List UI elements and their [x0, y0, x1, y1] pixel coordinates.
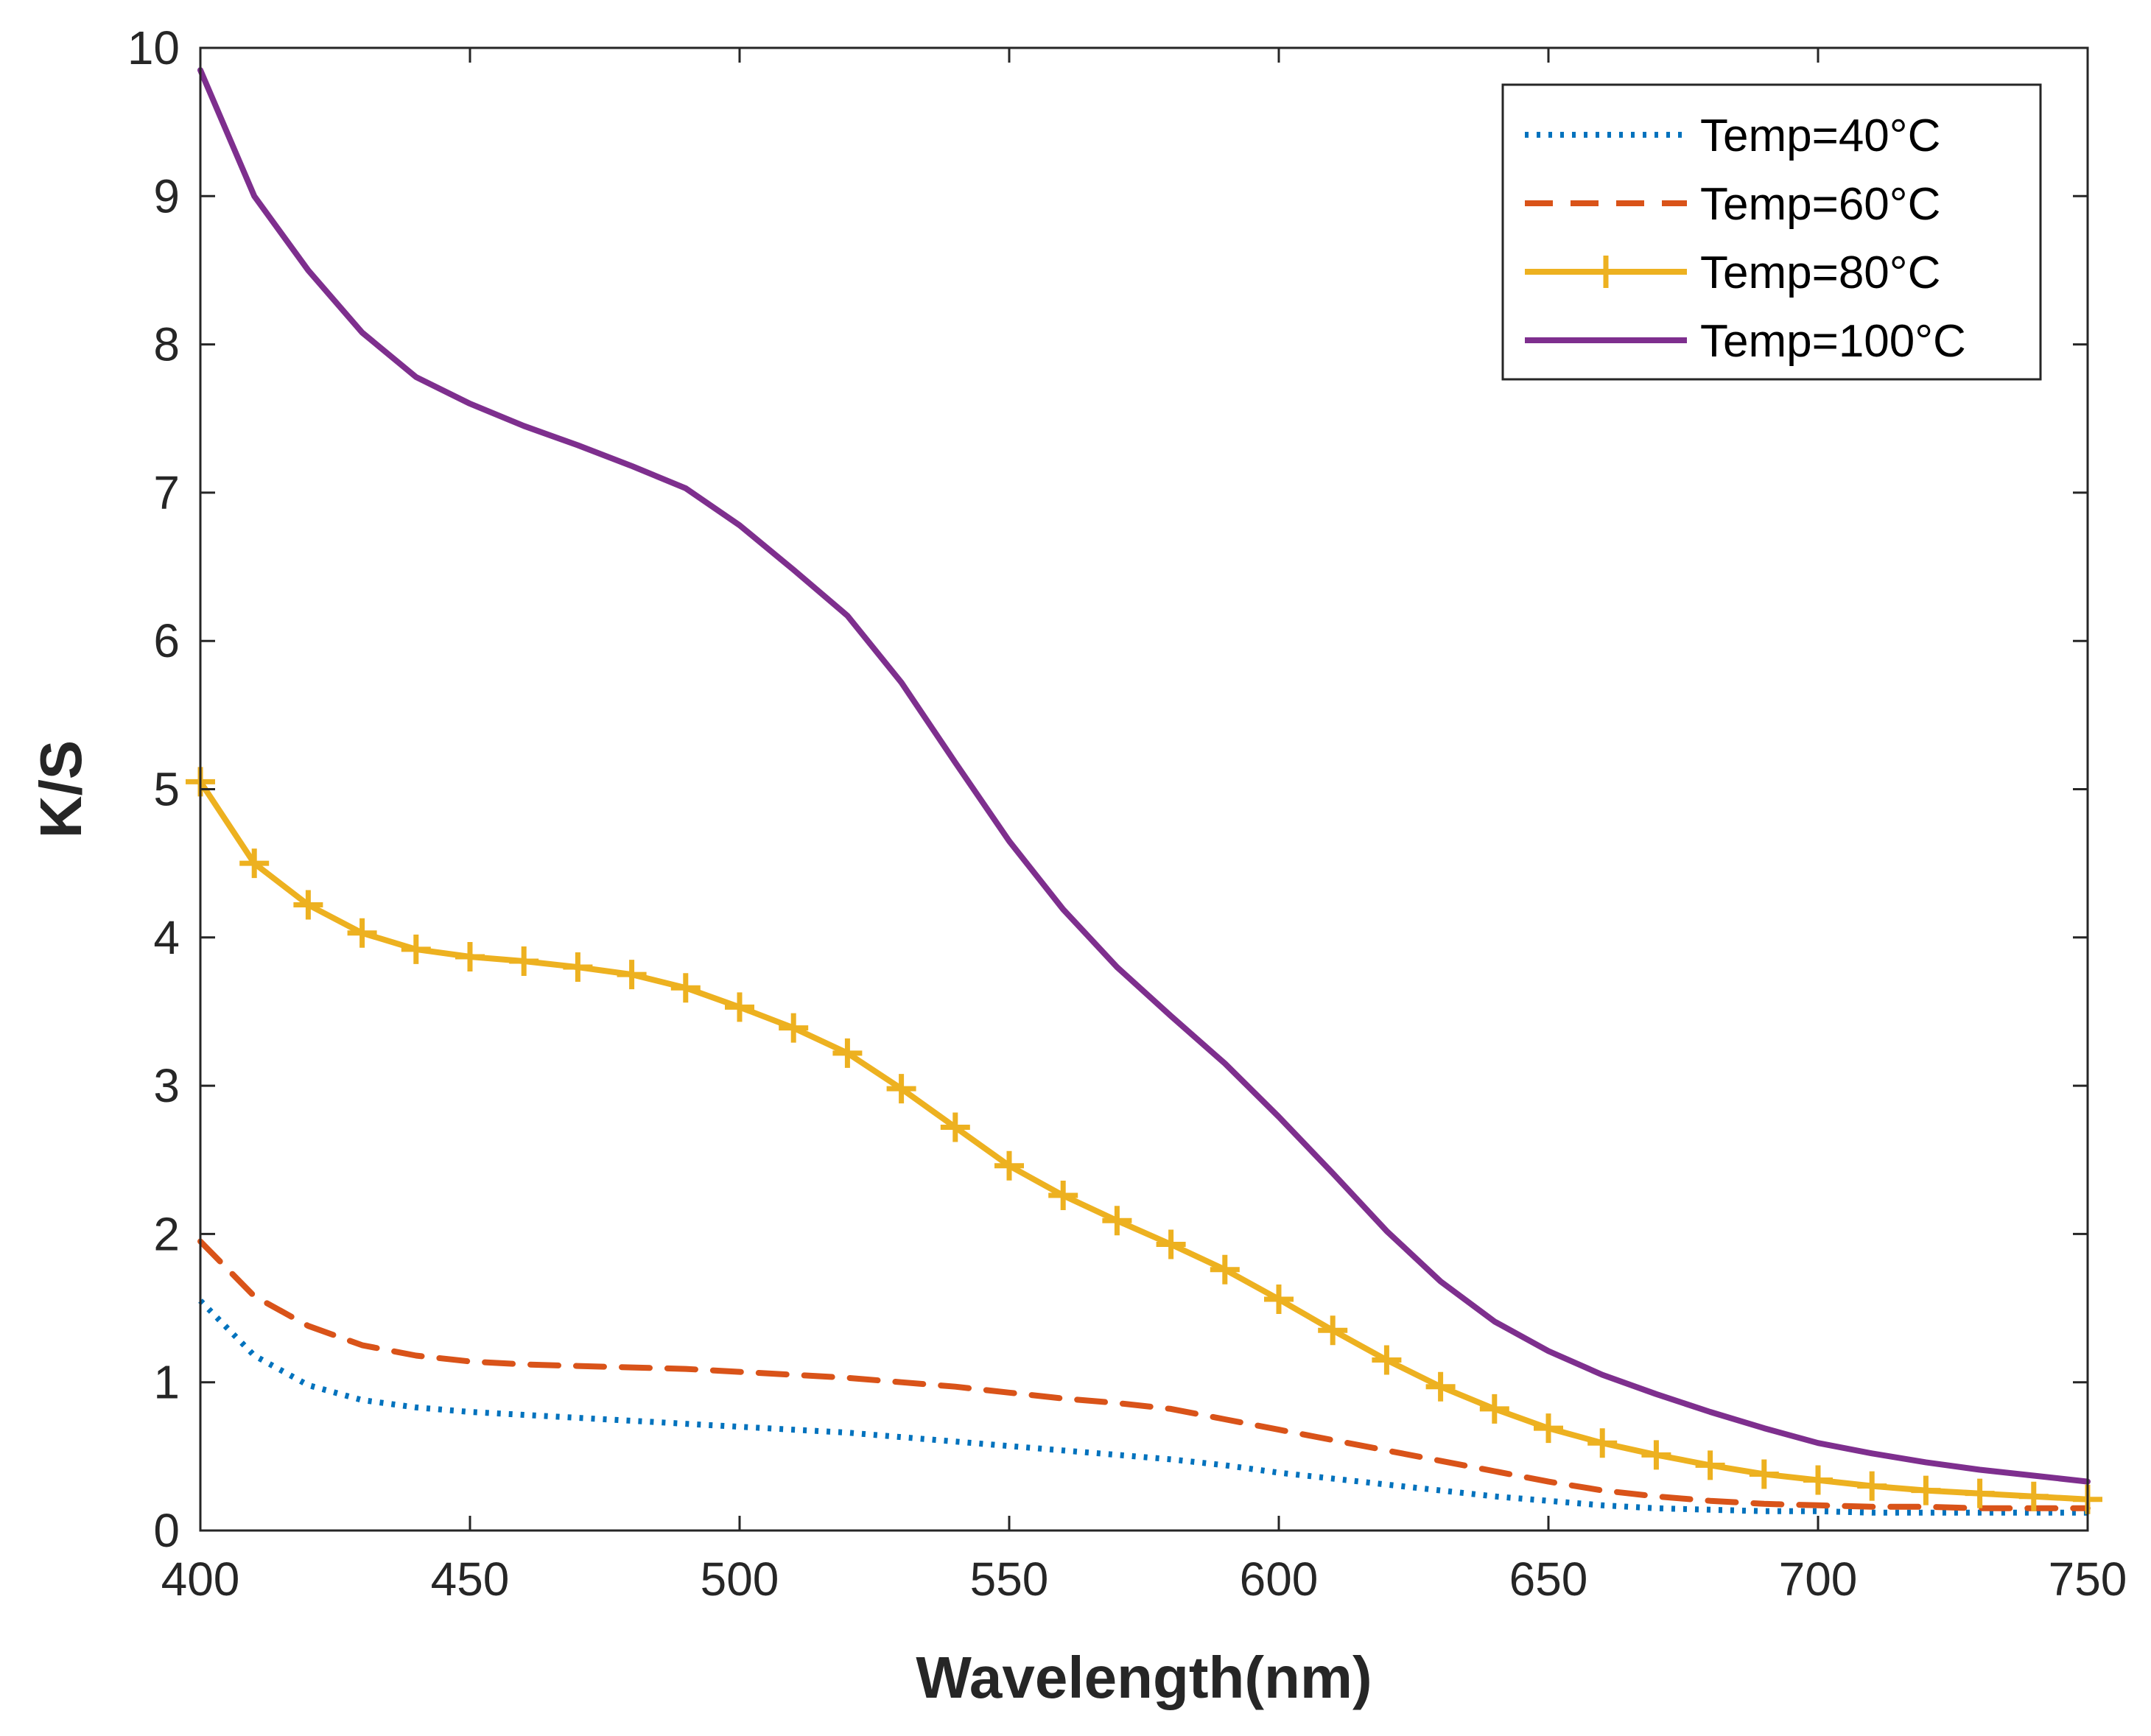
legend-entry-4: Temp=100°C [1525, 316, 1966, 367]
legend-label: Temp=40°C [1700, 110, 1940, 161]
data-point-marker [1749, 1459, 1779, 1489]
x-tick-label: 700 [1779, 1553, 1858, 1606]
legend-label: Temp=100°C [1700, 316, 1966, 367]
legend-entry-3: Temp=80°C [1525, 247, 1940, 298]
legend-entry-2: Temp=60°C [1525, 179, 1940, 230]
data-point-marker [940, 1112, 970, 1142]
data-point-marker [1641, 1440, 1671, 1470]
y-tick-label: 10 [127, 21, 180, 74]
data-point-marker [563, 952, 593, 983]
y-tick-label: 2 [153, 1207, 180, 1260]
data-point-marker [1372, 1345, 1402, 1375]
data-point-marker [617, 960, 647, 990]
x-tick-label: 450 [431, 1553, 510, 1606]
data-point-marker [1587, 1428, 1618, 1458]
y-axis-title: K/S [28, 740, 94, 838]
data-point-marker [886, 1074, 916, 1104]
data-point-marker [1156, 1229, 1186, 1259]
data-point-marker [994, 1150, 1024, 1181]
data-point-marker [832, 1038, 863, 1068]
y-tick-label: 3 [153, 1059, 180, 1112]
axes [199, 46, 2089, 1532]
data-point-marker [1695, 1450, 1725, 1480]
data-point-marker [239, 848, 270, 879]
series-layer [186, 67, 2102, 1516]
data-point-marker [1534, 1413, 1563, 1444]
y-tick-label: 9 [153, 169, 180, 222]
series-line [197, 67, 2091, 1485]
tick-labels: 400 450 500 550 600 650 700 750 0 1 2 3 4 5 6 7 8 9 10 [127, 21, 2127, 1606]
series-3 [186, 767, 2102, 1514]
series-line [198, 1299, 2088, 1516]
legend-box [1501, 83, 2042, 381]
data-point-marker [1803, 1465, 1833, 1495]
data-point-marker [1425, 1371, 1456, 1402]
data-point-marker [401, 934, 431, 964]
series-2 [197, 1238, 2091, 1511]
data-point-marker [1264, 1284, 1294, 1314]
data-point-marker [1965, 1478, 1995, 1508]
data-point-marker [1479, 1394, 1509, 1424]
data-point-marker [2018, 1481, 2049, 1511]
legend-entry-1: Temp=40°C [1525, 110, 1940, 161]
legend-marker [1590, 256, 1622, 288]
data-point-marker [670, 973, 701, 1003]
series-4 [197, 67, 2091, 1485]
y-tick-label: 6 [153, 614, 180, 667]
y-tick-label: 0 [153, 1504, 180, 1557]
data-point-marker [1048, 1181, 1078, 1211]
x-tick-label: 750 [2049, 1553, 2127, 1606]
legend-label: Temp=80°C [1700, 247, 1940, 298]
y-tick-label: 1 [153, 1356, 180, 1409]
data-point-marker [725, 992, 754, 1022]
data-point-marker [779, 1013, 809, 1043]
legend-label: Temp=60°C [1700, 179, 1940, 230]
data-point-marker [1911, 1475, 1941, 1505]
x-axis-title: Wavelength(nm) [916, 1645, 1372, 1710]
x-tick-label: 500 [701, 1553, 779, 1606]
x-tick-label: 400 [161, 1553, 240, 1606]
data-point-marker [1210, 1254, 1240, 1285]
series-line [197, 1238, 2091, 1511]
y-tick-label: 5 [153, 763, 180, 816]
data-point-marker [293, 890, 323, 920]
data-point-marker [455, 941, 485, 971]
data-point-marker [509, 946, 539, 977]
y-tick-label: 4 [153, 911, 180, 964]
data-point-marker [1102, 1206, 1132, 1236]
data-point-marker [1857, 1471, 1887, 1501]
series-1 [198, 1299, 2088, 1516]
x-tick-label: 600 [1240, 1553, 1319, 1606]
legend: Temp=40°C Temp=60°C Temp=80°C Temp=100°C [1501, 83, 2042, 381]
y-tick-label: 8 [153, 318, 180, 371]
data-point-marker [1318, 1315, 1348, 1346]
x-tick-label: 550 [970, 1553, 1049, 1606]
y-tick-label: 7 [153, 466, 180, 519]
data-point-marker [347, 918, 377, 948]
x-tick-label: 650 [1509, 1553, 1588, 1606]
